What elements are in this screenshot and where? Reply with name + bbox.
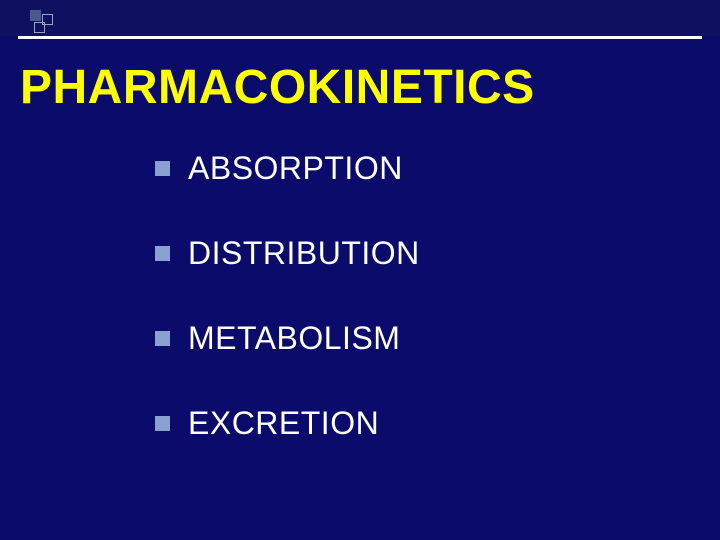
slide-title: PHARMACOKINETICS — [20, 60, 535, 115]
square-bullet-icon — [155, 161, 170, 176]
top-bar — [0, 0, 720, 36]
list-item: DISTRIBUTION — [155, 235, 420, 272]
deco-square-outline-icon — [34, 22, 45, 33]
list-item-label: METABOLISM — [188, 320, 400, 357]
list-item: METABOLISM — [155, 320, 420, 357]
square-bullet-icon — [155, 331, 170, 346]
list-item-label: EXCRETION — [188, 405, 379, 442]
list-item: ABSORPTION — [155, 150, 420, 187]
deco-square-icon — [30, 10, 41, 21]
list-item: EXCRETION — [155, 405, 420, 442]
bullet-list: ABSORPTION DISTRIBUTION METABOLISM EXCRE… — [155, 150, 420, 490]
square-bullet-icon — [155, 416, 170, 431]
square-bullet-icon — [155, 246, 170, 261]
list-item-label: ABSORPTION — [188, 150, 403, 187]
list-item-label: DISTRIBUTION — [188, 235, 420, 272]
slide: PHARMACOKINETICS ABSORPTION DISTRIBUTION… — [0, 0, 720, 540]
horizontal-rule — [18, 36, 702, 39]
